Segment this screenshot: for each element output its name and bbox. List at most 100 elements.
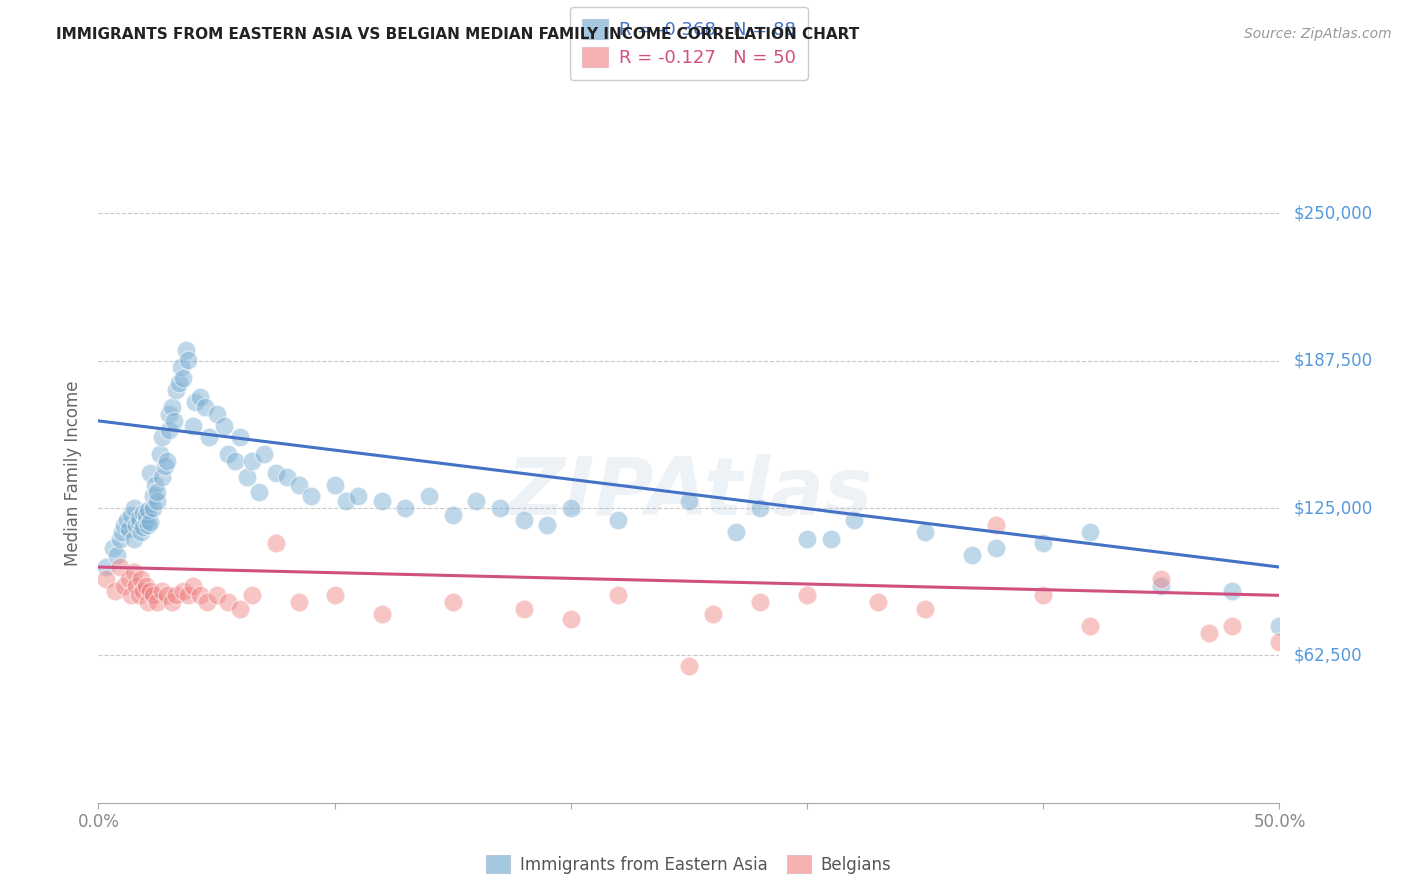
Point [1150, 579, 1173, 593]
Point [125, 579, 148, 593]
Point [165, 588, 187, 602]
Point [299, 489, 322, 503]
Point [142, 588, 165, 602]
Point [394, 501, 416, 516]
Point [247, 484, 270, 499]
Point [512, 602, 534, 616]
Point [122, 532, 145, 546]
Point [112, 579, 135, 593]
Text: $250,000: $250,000 [1294, 204, 1372, 222]
Point [174, 343, 197, 358]
Legend: Immigrants from Eastern Asia, Belgians: Immigrants from Eastern Asia, Belgians [479, 848, 898, 880]
Point [820, 532, 842, 546]
Point [121, 508, 143, 523]
Point [108, 560, 131, 574]
Point [129, 572, 152, 586]
Text: IMMIGRANTS FROM EASTERN ASIA VS BELGIAN MEDIAN FAMILY INCOME CORRELATION CHART: IMMIGRANTS FROM EASTERN ASIA VS BELGIAN … [56, 27, 859, 42]
Point [94, 560, 117, 574]
Point [150, 583, 173, 598]
Point [441, 508, 464, 523]
Point [170, 359, 193, 374]
Point [122, 565, 145, 579]
Point [607, 588, 630, 602]
Point [160, 595, 183, 609]
Point [177, 352, 200, 367]
Point [725, 524, 748, 539]
Point [1032, 588, 1054, 602]
Point [165, 384, 187, 398]
Point [371, 494, 394, 508]
Point [156, 588, 179, 602]
Point [118, 522, 141, 536]
Point [135, 513, 157, 527]
Y-axis label: Median Family Income: Median Family Income [63, 380, 82, 566]
Point [217, 595, 239, 609]
Point [188, 588, 211, 602]
Point [678, 494, 700, 508]
Point [132, 506, 155, 520]
Point [184, 395, 207, 409]
Point [229, 602, 252, 616]
Point [128, 588, 150, 602]
Point [1198, 626, 1220, 640]
Point [288, 595, 311, 609]
Point [441, 595, 464, 609]
Point [146, 595, 169, 609]
Point [177, 588, 200, 602]
Point [160, 400, 183, 414]
Point [139, 516, 162, 530]
Point [129, 524, 152, 539]
Point [198, 430, 221, 444]
Point [512, 513, 534, 527]
Point [1220, 619, 1243, 633]
Point [153, 458, 176, 473]
Text: ZIPAtlas: ZIPAtlas [506, 453, 872, 532]
Point [240, 588, 263, 602]
Point [224, 454, 246, 468]
Point [181, 418, 204, 433]
Point [143, 477, 166, 491]
Text: $187,500: $187,500 [1294, 351, 1372, 370]
Point [465, 494, 488, 508]
Point [418, 489, 440, 503]
Point [128, 510, 150, 524]
Point [149, 447, 172, 461]
Point [139, 583, 162, 598]
Point [135, 579, 157, 593]
Point [796, 588, 818, 602]
Point [489, 501, 512, 516]
Point [194, 400, 217, 414]
Point [229, 430, 252, 444]
Point [1220, 583, 1243, 598]
Point [276, 470, 298, 484]
Point [132, 520, 155, 534]
Point [150, 430, 173, 444]
Point [240, 454, 263, 468]
Point [163, 414, 186, 428]
Point [984, 517, 1007, 532]
Point [1032, 536, 1054, 550]
Point [157, 423, 180, 437]
Point [1268, 635, 1291, 649]
Point [984, 541, 1007, 556]
Point [156, 454, 179, 468]
Point [560, 501, 582, 516]
Point [139, 466, 162, 480]
Text: $62,500: $62,500 [1294, 647, 1362, 665]
Point [105, 548, 128, 563]
Point [536, 517, 558, 532]
Point [264, 536, 287, 550]
Point [914, 602, 936, 616]
Point [347, 489, 370, 503]
Point [121, 588, 143, 602]
Point [146, 494, 169, 508]
Point [560, 612, 582, 626]
Point [205, 407, 228, 421]
Point [678, 659, 700, 673]
Point [157, 407, 180, 421]
Point [122, 501, 145, 516]
Point [1080, 619, 1102, 633]
Point [962, 548, 984, 563]
Point [172, 583, 194, 598]
Point [844, 513, 866, 527]
